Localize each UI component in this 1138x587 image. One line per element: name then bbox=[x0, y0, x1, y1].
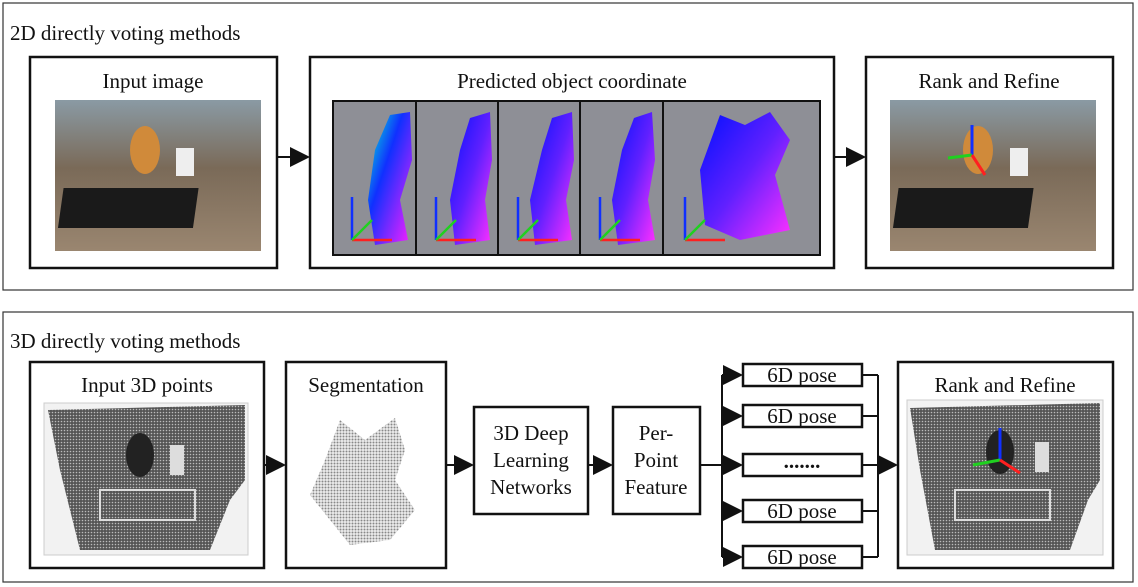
diagram: 2D directly voting methods Input image P… bbox=[0, 0, 1138, 587]
shape bbox=[1010, 148, 1028, 176]
shape bbox=[176, 148, 194, 176]
photo bbox=[55, 100, 261, 251]
pose-label: 6D pose bbox=[767, 499, 836, 523]
box-label: Input 3D points bbox=[81, 373, 213, 397]
box-label: 3D Deep bbox=[493, 421, 568, 445]
box-label: Per- bbox=[639, 421, 674, 445]
box-label: Segmentation bbox=[308, 373, 424, 397]
shape bbox=[890, 100, 1096, 251]
box-label: Point bbox=[634, 448, 679, 472]
shape bbox=[130, 126, 160, 174]
panel-title: 3D directly voting methods bbox=[10, 329, 240, 353]
box-label: Input image bbox=[103, 69, 204, 93]
box-label: Feature bbox=[625, 475, 688, 499]
shape bbox=[55, 100, 261, 251]
pose-label: 6D pose bbox=[767, 404, 836, 428]
shape bbox=[910, 403, 1100, 550]
box-label: Rank and Refine bbox=[934, 373, 1075, 397]
box-label: Rank and Refine bbox=[918, 69, 1059, 93]
pose-label: 6D pose bbox=[767, 545, 836, 569]
shape bbox=[170, 445, 184, 475]
shape bbox=[48, 405, 245, 550]
shape bbox=[1035, 442, 1049, 472]
shape bbox=[893, 188, 1034, 228]
pose-label: ....... bbox=[784, 449, 821, 473]
coordinate-maps bbox=[333, 101, 820, 255]
photo bbox=[890, 100, 1096, 251]
box-label: Networks bbox=[490, 475, 572, 499]
shape bbox=[58, 188, 199, 228]
shape bbox=[126, 433, 154, 477]
box-label: Predicted object coordinate bbox=[457, 69, 687, 93]
box-label: Learning bbox=[493, 448, 569, 472]
panel-title: 2D directly voting methods bbox=[10, 21, 240, 45]
point-cloud bbox=[907, 400, 1103, 555]
point-cloud bbox=[44, 403, 248, 555]
pose-label: 6D pose bbox=[767, 363, 836, 387]
